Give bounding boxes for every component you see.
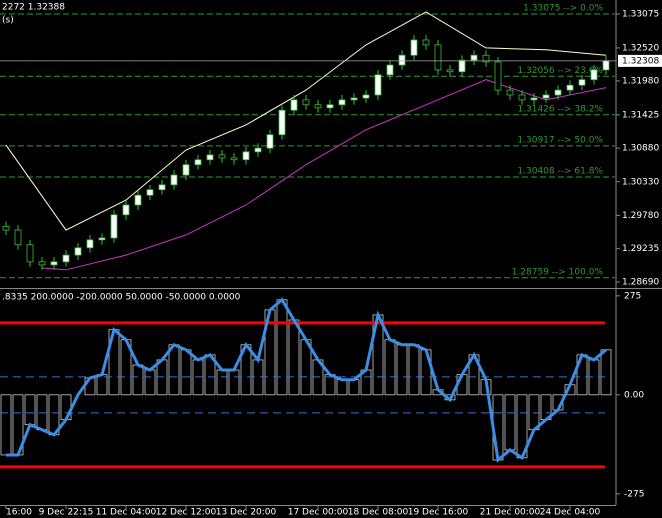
- y-tick-label: -275: [624, 489, 644, 499]
- candle-body: [458, 59, 466, 73]
- y-tick-label: 275: [624, 291, 641, 301]
- fib-label: 1.28759 --> 100.0%: [512, 267, 604, 277]
- y-tick-label: 1.31980: [622, 76, 659, 86]
- candle-body: [350, 97, 358, 101]
- x-tick-label: 17 Dec 00:00: [288, 508, 349, 518]
- candle-body: [110, 214, 118, 239]
- candle-body: [506, 89, 514, 96]
- candle-body: [302, 99, 310, 106]
- candle-body: [578, 79, 586, 86]
- candle-body: [530, 97, 538, 101]
- chart-title: 2272 1.32388: [2, 3, 65, 13]
- y-tick-label: 1.33075: [622, 9, 659, 19]
- candle-body: [26, 244, 34, 263]
- y-tick-label: 1.32520: [622, 43, 659, 53]
- y-tick-label: 0.00: [624, 390, 644, 400]
- candle-body: [470, 54, 478, 61]
- fib-label: 1.33075 --> 0.0%: [523, 3, 603, 13]
- candle-body: [518, 94, 526, 101]
- candle-body: [326, 104, 334, 109]
- y-tick-label: 1.29780: [622, 211, 659, 221]
- candle-body: [242, 151, 250, 161]
- x-tick-label: 13 Dec 20:00: [216, 508, 277, 518]
- oscillator-title: .8335 200.0000 -200.0000 50.0000 -50.000…: [2, 293, 241, 303]
- candle-body: [206, 154, 214, 161]
- chart-subtitle: (s): [2, 16, 14, 26]
- candle-body: [362, 94, 370, 99]
- candle-body: [314, 104, 322, 109]
- x-tick-label: 9 Dec 22:15: [39, 508, 94, 518]
- candle-body: [218, 154, 226, 159]
- candle-body: [338, 99, 346, 106]
- x-tick-label: 24 Dec 04:00: [540, 508, 601, 518]
- candle-body: [230, 157, 238, 161]
- candle-body: [542, 94, 550, 99]
- candle-body: [386, 64, 394, 76]
- candle-body: [602, 60, 610, 71]
- candle-body: [266, 134, 274, 149]
- candle-body: [374, 74, 382, 96]
- y-tick-label: 1.30880: [622, 144, 659, 154]
- candle-body: [194, 159, 202, 166]
- candle-body: [290, 99, 298, 111]
- x-tick-label: 12 Dec 12:00: [156, 508, 217, 518]
- fib-label: 1.32056 --> 23.6%: [517, 66, 603, 76]
- candle-body: [158, 184, 166, 191]
- candle-body: [482, 54, 490, 63]
- candle-body: [2, 225, 10, 231]
- candle-body: [134, 194, 142, 206]
- current-price-box: [618, 54, 662, 67]
- fib-label: 1.31426 --> 38.2%: [517, 104, 603, 114]
- candle-body: [98, 237, 106, 241]
- candle-body: [410, 39, 418, 56]
- y-tick-label: 1.29235: [622, 244, 659, 254]
- fib-label: 1.30408 --> 61.8%: [517, 167, 603, 177]
- indicator-line: [5, 11, 607, 231]
- y-tick-label: 1.30330: [622, 177, 659, 187]
- candle-body: [38, 261, 46, 266]
- candle-body: [170, 174, 178, 186]
- candle-body: [74, 247, 82, 256]
- candle-body: [446, 69, 454, 73]
- current-price-label: 1.32308: [622, 56, 659, 66]
- x-tick-label: 16:00: [6, 508, 32, 518]
- candle-body: [86, 239, 94, 249]
- candle-body: [62, 254, 70, 263]
- candle-body: [554, 89, 562, 96]
- candle-body: [434, 44, 442, 71]
- oscillator-line: [6, 297, 607, 463]
- candle-body: [590, 69, 598, 81]
- candle-body: [146, 189, 154, 196]
- x-tick-label: 21 Dec 00:00: [480, 508, 541, 518]
- x-tick-label: 11 Dec 04:00: [96, 508, 157, 518]
- fib-label: 1.30917 --> 50.0%: [517, 135, 603, 145]
- candle-body: [50, 261, 58, 266]
- candle-body: [566, 84, 574, 91]
- x-tick-label: 18 Dec 08:00: [348, 508, 409, 518]
- y-tick-label: 1.28690: [622, 278, 659, 288]
- candle-body: [494, 61, 502, 91]
- candle-body: [398, 54, 406, 66]
- candle-body: [422, 39, 430, 46]
- indicator-line: [41, 79, 607, 271]
- candle-body: [122, 204, 130, 216]
- x-tick-label: 19 Dec 16:00: [408, 508, 469, 518]
- candle-body: [278, 109, 286, 136]
- candle-body: [14, 229, 22, 246]
- y-tick-label: 1.31425: [622, 110, 659, 120]
- candle-body: [254, 147, 262, 153]
- candle-body: [182, 164, 190, 176]
